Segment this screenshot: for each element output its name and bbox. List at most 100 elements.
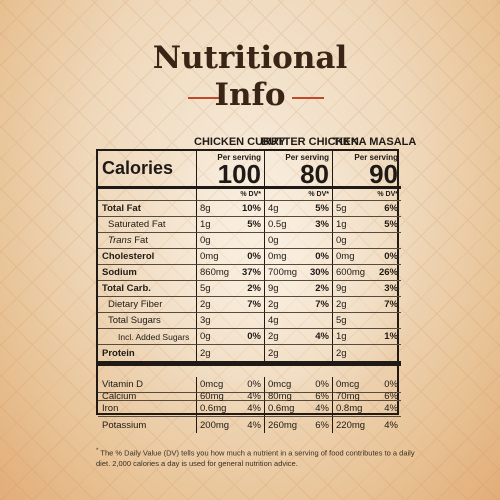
value-cell: 4g 5% <box>264 201 332 217</box>
percent: 10% <box>241 203 261 214</box>
value-cell: 260mg 6% <box>264 417 332 433</box>
row-label-calcium: Calcium <box>98 391 196 402</box>
value-cell: 0.8mg 4% <box>332 401 401 417</box>
amount: 860mg <box>200 267 230 278</box>
amount: 2g <box>200 299 211 310</box>
amount: 3g <box>200 315 211 326</box>
amount: 0.5g <box>268 219 287 230</box>
fat-word: Fat <box>131 235 148 246</box>
column-header-butter-chicken: BUTTER CHICKEN <box>261 136 359 148</box>
amount: 0mg <box>268 251 287 262</box>
percent: 6% <box>315 419 329 431</box>
percent: 4% <box>247 391 261 402</box>
calories-tikka-masala: Per serving 90 <box>332 151 401 189</box>
dv-header: % DV* <box>196 189 264 201</box>
calories-value: 80 <box>300 159 329 189</box>
amount: 2g <box>200 347 211 359</box>
row-label-potassium: Potassium <box>102 419 147 431</box>
amount: 700mg <box>268 267 298 278</box>
percent: 7% <box>315 299 329 310</box>
amount: 0.6mg <box>200 403 227 414</box>
percent: 1% <box>384 331 398 342</box>
calories-value: 90 <box>369 159 398 189</box>
percent: 4% <box>384 419 398 431</box>
per-serving-label: Per serving <box>217 153 261 162</box>
separator-bar <box>196 361 264 377</box>
percent: 30% <box>309 267 329 278</box>
percent: 26% <box>378 267 398 278</box>
percent: 7% <box>384 299 398 310</box>
value-cell: 1g 1% <box>332 329 401 345</box>
amount: 2g <box>268 299 279 310</box>
value-cell: 5g 2% <box>196 281 264 297</box>
value-cell: 220mg 4% <box>332 417 401 433</box>
amount: 0mcg <box>268 379 292 390</box>
percent: 4% <box>247 403 261 414</box>
percent: 3% <box>384 283 398 294</box>
value-cell: 2g 4% <box>264 329 332 345</box>
row-label-trans-fat: Trans Fat <box>98 233 196 249</box>
calories-label: Calories <box>98 151 196 189</box>
percent: 0% <box>247 379 261 390</box>
amount: 80mg <box>268 391 292 402</box>
amount: 0mcg <box>336 379 360 390</box>
percent: 7% <box>247 299 261 310</box>
value-cell: 60mg 4% <box>196 391 264 402</box>
percent: 4% <box>384 403 398 414</box>
value-cell: 0g <box>332 233 401 249</box>
amount: 0g <box>268 235 279 246</box>
row-label-added-sugars: Incl. Added Sugars <box>98 329 196 345</box>
value-cell: 0mg 0% <box>332 249 401 265</box>
amount: 1g <box>336 331 347 342</box>
amount: 60mg <box>200 391 224 402</box>
amount: 0mg <box>336 251 355 262</box>
title-line-2: Info <box>214 77 286 113</box>
row-label-total-carb: Total Carb. <box>98 281 196 297</box>
percent: 4% <box>247 419 261 431</box>
percent: 4% <box>315 331 329 342</box>
row-label-total-fat: Total Fat <box>98 201 196 217</box>
dv-header: % DV* <box>264 189 332 201</box>
percent: 6% <box>384 391 398 402</box>
footnote-text: The % Daily Value (DV) tells you how muc… <box>96 448 415 468</box>
value-cell: 1g 5% <box>196 217 264 233</box>
amount: 2g <box>336 347 347 359</box>
percent: 0% <box>384 251 398 262</box>
separator-bar <box>264 361 332 377</box>
footnote-mark: * <box>96 447 99 454</box>
value-cell: 0mcg 0% <box>332 377 401 393</box>
value-cell: 0g <box>196 233 264 249</box>
value-cell: 70mg 6% <box>332 391 401 402</box>
amount: 9g <box>268 283 279 294</box>
percent: 5% <box>384 219 398 230</box>
amount: 600mg <box>336 267 366 278</box>
row-label-sodium: Sodium <box>98 265 196 281</box>
per-serving-label: Per serving <box>285 153 329 162</box>
amount: 260mg <box>268 419 298 431</box>
percent: 0% <box>384 379 398 390</box>
amount: 2g <box>336 299 347 310</box>
amount: 8g <box>200 203 211 214</box>
value-cell: 0mcg 0% <box>264 377 332 393</box>
amount: 0mg <box>200 251 219 262</box>
amount: 0g <box>200 235 211 246</box>
title-decoration-right <box>292 97 324 99</box>
value-cell: 2g <box>196 345 264 361</box>
percent: 0% <box>247 331 261 342</box>
amount: 220mg <box>336 419 366 431</box>
footnote: * The % Daily Value (DV) tells you how m… <box>96 446 426 469</box>
amount: 0g <box>200 331 211 342</box>
value-cell: 0g <box>264 233 332 249</box>
value-cell: 600mg 26% <box>332 265 401 281</box>
value-cell: 2g 7% <box>264 297 332 313</box>
percent: 0% <box>315 379 329 390</box>
calories-value: 100 <box>217 159 261 189</box>
amount: 5g <box>336 315 347 326</box>
value-cell: 4g <box>264 313 332 329</box>
amount: 5g <box>336 203 347 214</box>
percent: 0% <box>247 251 261 262</box>
percent: 0% <box>315 251 329 262</box>
nutrition-table: Calories Per serving 100 Per serving 80 … <box>96 149 401 433</box>
amount: 0.6mg <box>268 403 295 414</box>
column-header-chicken-curry: CHICKEN CURRY <box>194 136 286 148</box>
